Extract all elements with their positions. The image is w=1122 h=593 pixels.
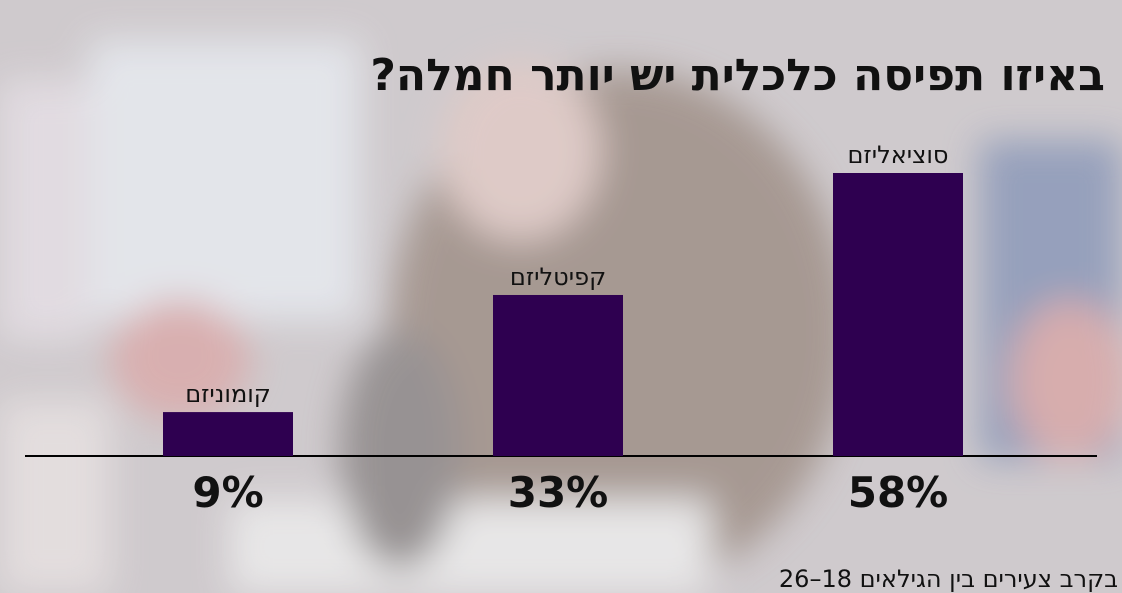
chart-title: באיזו תפיסה כלכלית יש יותר חמלה? [370, 50, 1105, 101]
category-label: סוציאליזם [847, 141, 948, 169]
bar [493, 294, 623, 456]
value-label: 33% [508, 468, 609, 517]
value-label: 58% [848, 468, 949, 517]
bar [163, 412, 293, 456]
category-label: קומוניזם [185, 380, 271, 408]
chart-subtitle: בקרב צעירים בין הגילאים 18–26 [779, 565, 1118, 593]
category-label: קפיטליזם [510, 263, 606, 291]
value-label: 9% [192, 468, 263, 517]
bar [833, 173, 963, 456]
